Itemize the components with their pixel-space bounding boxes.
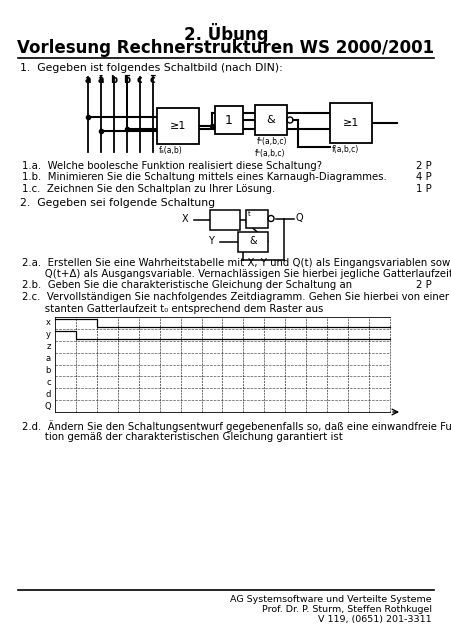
Text: AG Systemsoftware und Verteilte Systeme: AG Systemsoftware und Verteilte Systeme [230, 595, 431, 604]
Text: c̅: c̅ [150, 75, 156, 85]
Text: Q: Q [295, 214, 303, 223]
Text: c: c [137, 75, 143, 85]
Text: b̅: b̅ [123, 75, 130, 85]
Text: Prof. Dr. P. Sturm, Steffen Rothkugel: Prof. Dr. P. Sturm, Steffen Rothkugel [262, 605, 431, 614]
Text: V 119, (0651) 201-3311: V 119, (0651) 201-3311 [318, 615, 431, 624]
Text: fₐ(a,b): fₐ(a,b) [159, 146, 182, 155]
Text: X: X [182, 214, 188, 225]
Text: y: y [46, 330, 51, 339]
Text: 2.d.  Ändern Sie den Schaltungsentwurf gegebenenfalls so, daß eine einwandfreie : 2.d. Ändern Sie den Schaltungsentwurf ge… [22, 420, 451, 432]
Text: 2.c.  Vervollständigen Sie nachfolgendes Zeitdiagramm. Gehen Sie hierbei von ein: 2.c. Vervollständigen Sie nachfolgendes … [22, 292, 451, 302]
Bar [329, 103, 371, 143]
Bar [245, 209, 267, 227]
Text: 1: 1 [225, 113, 232, 127]
Text: b: b [110, 75, 117, 85]
Text: ā: ā [97, 75, 104, 85]
Text: stanten Gatterlaufzeit t₀ entsprechend dem Raster aus: stanten Gatterlaufzeit t₀ entsprechend d… [22, 303, 322, 314]
Text: ≥1: ≥1 [170, 121, 186, 131]
Text: 2.b.  Geben Sie die charakteristische Gleichung der Schaltung an: 2.b. Geben Sie die charakteristische Gle… [22, 280, 351, 291]
Text: ≥1: ≥1 [342, 118, 359, 128]
Bar [215, 106, 243, 134]
Text: fᵇ(a,b,c): fᵇ(a,b,c) [257, 137, 287, 146]
Text: Q(t+Δ) als Ausgangsvariable. Vernachlässigen Sie hierbei jegliche Gatterlaufzeit: Q(t+Δ) als Ausgangsvariable. Vernachläss… [22, 269, 451, 279]
Text: f(a,b,c): f(a,b,c) [331, 145, 359, 154]
Text: t: t [248, 211, 250, 218]
Text: &: & [266, 115, 275, 125]
Bar [210, 209, 239, 230]
Text: 1.b.  Minimieren Sie die Schaltung mittels eines Karnaugh-Diagrammes.: 1.b. Minimieren Sie die Schaltung mittel… [22, 173, 386, 182]
Text: 1 P: 1 P [415, 184, 431, 194]
Text: a: a [46, 354, 51, 363]
Text: Y: Y [207, 237, 213, 246]
Text: 2 P: 2 P [415, 161, 431, 171]
Text: 1.c.  Zeichnen Sie den Schaltplan zu Ihrer Lösung.: 1.c. Zeichnen Sie den Schaltplan zu Ihre… [22, 184, 275, 194]
Bar [238, 232, 267, 252]
Text: tion gemäß der charakteristischen Gleichung garantiert ist: tion gemäß der charakteristischen Gleich… [22, 431, 342, 442]
Text: c: c [46, 378, 51, 387]
Bar [254, 105, 286, 135]
Text: 2. Übung: 2. Übung [184, 23, 267, 44]
Bar [156, 108, 198, 144]
Text: &: & [249, 237, 256, 246]
Text: d: d [46, 390, 51, 399]
Text: z: z [46, 342, 51, 351]
Text: x: x [46, 319, 51, 328]
Text: Q: Q [44, 401, 51, 411]
Text: Vorlesung Rechnerstrukturen WS 2000/2001: Vorlesung Rechnerstrukturen WS 2000/2001 [18, 39, 433, 57]
Text: fᵇ(a,b,c): fᵇ(a,b,c) [254, 149, 285, 158]
Text: 1.  Gegeben ist folgendes Schaltbild (nach DIN):: 1. Gegeben ist folgendes Schaltbild (nac… [20, 63, 282, 73]
Text: 2.a.  Erstellen Sie eine Wahrheitstabelle mit X, Y und Q(t) als Eingangsvariable: 2.a. Erstellen Sie eine Wahrheitstabelle… [22, 257, 451, 268]
Text: b: b [46, 366, 51, 375]
Text: a: a [85, 75, 91, 85]
Text: 1.a.  Welche boolesche Funktion realisiert diese Schaltung?: 1.a. Welche boolesche Funktion realisier… [22, 161, 321, 171]
Text: 4 P: 4 P [415, 173, 431, 182]
Text: 2.  Gegeben sei folgende Schaltung: 2. Gegeben sei folgende Schaltung [20, 198, 215, 207]
Text: 2 P: 2 P [415, 280, 431, 291]
